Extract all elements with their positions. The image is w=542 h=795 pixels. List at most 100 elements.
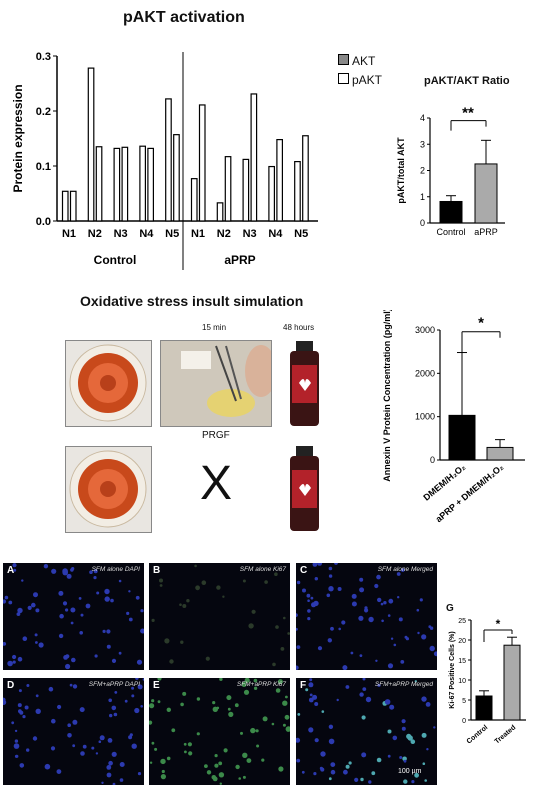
cell-nucleus [350, 651, 354, 655]
cell-nucleus [128, 735, 133, 740]
y-axis-label: Annexin V Protein Concentration (pg/ml) [382, 310, 392, 482]
x-tick-label: N5 [165, 228, 179, 240]
time-15min: 15 min [202, 323, 227, 332]
panel-tag: E [153, 680, 160, 691]
cell-nucleus [91, 746, 95, 750]
cell-nucleus [131, 694, 135, 698]
cell-nucleus [330, 769, 336, 775]
cell-nucleus [301, 770, 305, 774]
cell-nucleus [119, 778, 124, 782]
cell-nucleus [22, 715, 26, 719]
cell-nucleus [328, 566, 333, 571]
cell-nucleus [126, 611, 130, 615]
cell-nucleus [26, 684, 30, 687]
cell-nucleus [264, 580, 268, 584]
cell-nucleus [321, 710, 325, 713]
cell-nucleus [16, 612, 21, 616]
cell-nucleus [244, 678, 250, 683]
cell-nucleus [65, 663, 71, 670]
cell-nucleus [216, 706, 220, 710]
cell-nucleus [226, 695, 232, 701]
cell-nucleus [313, 772, 317, 776]
cell-nucleus [48, 686, 54, 692]
cell-nucleus [211, 775, 217, 780]
cell-nucleus [371, 771, 376, 776]
cell-nucleus [364, 608, 369, 613]
cell-nucleus [159, 578, 163, 583]
cell-nucleus [79, 631, 83, 635]
x-tick-label: N2 [217, 228, 231, 240]
bar-pakt [302, 135, 309, 222]
cell-nucleus [94, 654, 98, 658]
cell-nucleus [50, 746, 56, 751]
bar-akt [190, 178, 198, 222]
pakt-title: pAKT activation [123, 9, 245, 26]
cell-nucleus [70, 607, 76, 613]
x-tick-label: N4 [139, 228, 154, 240]
cell-nucleus [342, 665, 348, 670]
cell-nucleus [34, 633, 38, 637]
cell-nucleus [227, 707, 231, 711]
cell-nucleus [134, 707, 140, 714]
cell-nucleus [309, 678, 313, 682]
cell-nucleus [32, 736, 38, 741]
cell-nucleus [119, 762, 125, 767]
cell-nucleus [296, 645, 301, 649]
cell-nucleus [417, 631, 420, 635]
cell-nucleus [111, 705, 117, 711]
cell-nucleus [70, 568, 74, 572]
microscopy-panel-e: E SFM+aPRP Ki67 [149, 678, 290, 785]
cell-nucleus [261, 758, 265, 762]
cell-nucleus [404, 635, 408, 639]
cell-nucleus [104, 588, 110, 595]
cell-nucleus [242, 775, 246, 779]
cell-nucleus [242, 752, 248, 758]
bar-akt [61, 190, 69, 222]
cell-nucleus [422, 762, 426, 765]
cell-nucleus [253, 678, 258, 683]
cell-nucleus [67, 733, 72, 738]
cell-nucleus [96, 591, 100, 595]
cell-nucleus [285, 695, 288, 699]
cell-nucleus [305, 688, 309, 692]
cell-nucleus [62, 601, 68, 606]
cell-nucleus [433, 726, 436, 729]
cell-nucleus [89, 570, 93, 574]
cell-nucleus [271, 722, 275, 726]
y-tick-label: 2000 [415, 368, 435, 378]
x-tick-label: N4 [268, 228, 283, 240]
y-tick-label: 15 [458, 658, 466, 665]
cell-nucleus [345, 685, 350, 689]
bar-pakt [276, 138, 283, 222]
cell-nucleus [282, 723, 286, 727]
cell-nucleus [106, 629, 111, 634]
cell-nucleus [277, 679, 283, 685]
cell-nucleus [15, 754, 19, 758]
y-axis-label: Ki-67 Positive Cells (%) [449, 631, 456, 708]
cell-nucleus [166, 707, 171, 712]
cell-nucleus [112, 782, 116, 785]
cell-nucleus [72, 719, 78, 725]
cell-nucleus [35, 608, 40, 613]
cell-nucleus [72, 684, 78, 689]
bar-akt [165, 98, 172, 222]
cell-nucleus [14, 729, 18, 733]
cell-nucleus [17, 656, 23, 662]
no-prgf-cross: X [200, 457, 233, 510]
cell-nucleus [328, 738, 335, 745]
cell-nucleus [403, 779, 408, 784]
bar-akt [242, 158, 250, 222]
cell-nucleus [384, 699, 391, 705]
cell-nucleus [12, 660, 16, 664]
cell-nucleus [312, 694, 318, 700]
x-tick-label: Control [436, 227, 465, 237]
cell-nucleus [314, 738, 319, 743]
cell-nucleus [246, 758, 252, 763]
cell-nucleus [401, 568, 405, 572]
cell-nucleus [338, 627, 341, 631]
cell-nucleus [140, 705, 143, 708]
y-tick-label: 2 [420, 166, 425, 176]
cell-nucleus [17, 703, 22, 708]
y-tick-label: 0.2 [36, 106, 51, 118]
cell-nucleus [11, 721, 15, 725]
